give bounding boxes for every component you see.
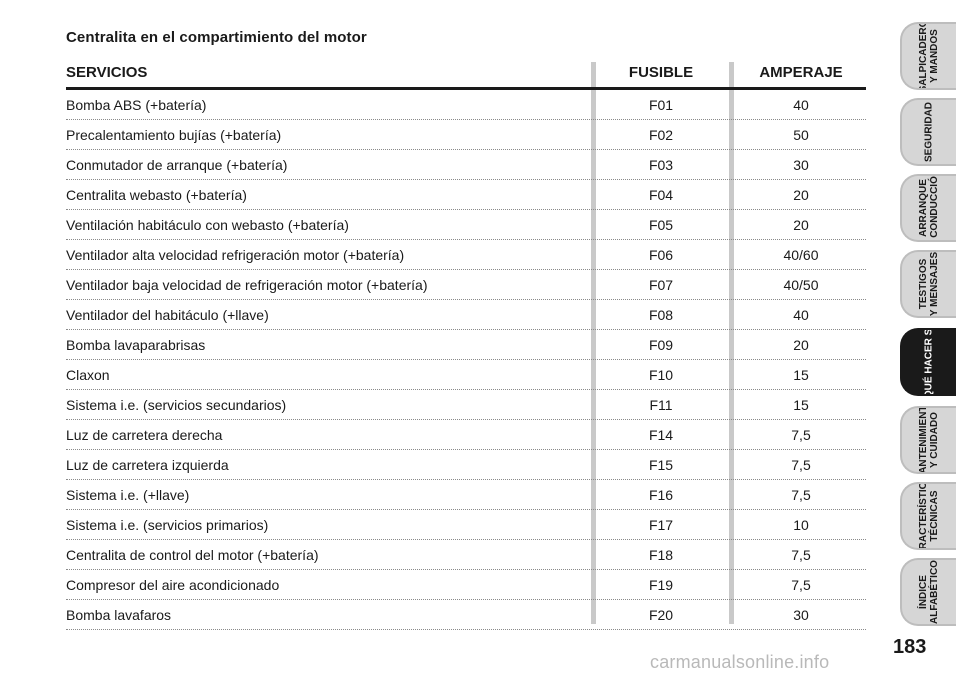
row-amperage: 10 xyxy=(793,517,809,533)
table-row: Claxon F10 15 xyxy=(66,360,866,390)
header-amperage: AMPERAJE xyxy=(759,64,843,81)
side-tab-label: QUÉ HACER SI xyxy=(923,328,935,396)
side-tab-label: MANTENIMIENTO Y CUIDADO xyxy=(918,406,940,474)
row-fuse: F20 xyxy=(648,607,674,623)
row-amperage: 7,5 xyxy=(791,577,811,593)
fuse-table: SERVICIOS FUSIBLE AMPERAJE Bomba ABS (+b… xyxy=(66,62,866,630)
table-row: Ventilador baja velocidad de refrigeraci… xyxy=(66,270,866,300)
row-fuse: F19 xyxy=(648,577,674,593)
row-fuse: F03 xyxy=(648,157,674,173)
section-title: Centralita en el compartimiento del moto… xyxy=(66,29,367,46)
row-fuse: F05 xyxy=(648,217,674,233)
watermark: carmanualsonline.info xyxy=(650,652,830,672)
row-fuse: F08 xyxy=(648,307,674,323)
side-tab[interactable]: SEGURIDAD xyxy=(900,98,956,166)
column-divider-fuse xyxy=(591,62,596,624)
table-row: Ventilador alta velocidad refrigeración … xyxy=(66,240,866,270)
side-tab-label: CARACTERÍSTICAS TÉCNICAS xyxy=(918,482,940,550)
row-amperage: 40 xyxy=(793,307,809,323)
row-fuse: F02 xyxy=(648,127,674,143)
row-amperage: 7,5 xyxy=(791,457,811,473)
table-row: Centralita de control del motor (+baterí… xyxy=(66,540,866,570)
row-service: Ventilador alta velocidad refrigeración … xyxy=(66,247,405,263)
row-fuse: F18 xyxy=(648,547,674,563)
row-fuse: F11 xyxy=(649,397,673,413)
row-fuse: F15 xyxy=(648,457,674,473)
table-row: Luz de carretera izquierda F15 7,5 xyxy=(66,450,866,480)
row-amperage: 20 xyxy=(793,187,809,203)
row-fuse: F09 xyxy=(648,337,674,353)
column-divider-amperage xyxy=(729,62,734,624)
row-amperage: 15 xyxy=(793,367,809,383)
row-amperage: 7,5 xyxy=(791,547,811,563)
side-tab[interactable]: TESTIGOS Y MENSAJES xyxy=(900,250,956,318)
table-row: Centralita webasto (+batería) F04 20 xyxy=(66,180,866,210)
row-amperage: 20 xyxy=(793,337,809,353)
side-tab-label: SALPICADERO Y MANDOS xyxy=(918,22,940,90)
row-fuse: F01 xyxy=(648,97,674,113)
side-tab-label: TESTIGOS Y MENSAJES xyxy=(918,251,940,317)
header-services: SERVICIOS xyxy=(66,64,148,81)
row-amperage: 30 xyxy=(793,157,809,173)
table-row: Conmutador de arranque (+batería) F03 30 xyxy=(66,150,866,180)
row-service: Sistema i.e. (+llave) xyxy=(66,487,190,503)
row-fuse: F06 xyxy=(648,247,674,263)
side-tab-label: SEGURIDAD xyxy=(923,101,935,163)
row-service: Luz de carretera izquierda xyxy=(66,457,229,473)
row-fuse: F07 xyxy=(648,277,674,293)
row-amperage: 20 xyxy=(793,217,809,233)
side-tab[interactable]: CARACTERÍSTICAS TÉCNICAS xyxy=(900,482,956,550)
side-tab-label: ARRANQUE Y CONDUCCIÓN xyxy=(918,174,940,238)
table-row: Precalentamiento bujías (+batería) F02 50 xyxy=(66,120,866,150)
row-service: Centralita de control del motor (+baterí… xyxy=(66,547,319,563)
side-tab[interactable]: MANTENIMIENTO Y CUIDADO xyxy=(900,406,956,474)
row-service: Sistema i.e. (servicios primarios) xyxy=(66,517,269,533)
table-body: Bomba ABS (+batería) F01 40 Precalentamient… xyxy=(66,90,866,630)
table-header: SERVICIOS FUSIBLE AMPERAJE xyxy=(66,62,866,90)
row-service: Bomba lavaparabrisas xyxy=(66,337,206,353)
row-amperage: 7,5 xyxy=(791,487,811,503)
row-fuse: F17 xyxy=(648,517,674,533)
side-tab-label: ÍNDICE ALFABÉTICO xyxy=(918,560,940,624)
table-row: Bomba lavaparabrisas F09 20 xyxy=(66,330,866,360)
header-fuse: FUSIBLE xyxy=(628,64,694,81)
row-fuse: F04 xyxy=(648,187,674,203)
row-amperage: 15 xyxy=(793,397,809,413)
row-service: Ventilador baja velocidad de refrigeraci… xyxy=(66,277,428,293)
row-service: Conmutador de arranque (+batería) xyxy=(66,157,288,173)
table-row: Sistema i.e. (servicios secundarios) F11 1… xyxy=(66,390,866,420)
row-service: Precalentamiento bujías (+batería) xyxy=(66,127,282,143)
table-row: Sistema i.e. (+llave) F16 7,5 xyxy=(66,480,866,510)
row-fuse: F10 xyxy=(648,367,674,383)
table-row: Bomba ABS (+batería) F01 40 xyxy=(66,90,866,120)
side-tab[interactable]: SALPICADERO Y MANDOS xyxy=(900,22,956,90)
table-row: Luz de carretera derecha F14 7,5 xyxy=(66,420,866,450)
table-row: Ventilador del habitáculo (+llave) F08 40 xyxy=(66,300,866,330)
row-service: Luz de carretera derecha xyxy=(66,427,223,443)
side-tab[interactable]: ARRANQUE Y CONDUCCIÓN xyxy=(900,174,956,242)
row-amperage: 40/60 xyxy=(783,247,819,263)
table-row: Ventilación habitáculo con webasto (+bat… xyxy=(66,210,866,240)
row-service: Ventilación habitáculo con webasto (+bat… xyxy=(66,217,349,233)
side-tab[interactable]: ÍNDICE ALFABÉTICO xyxy=(900,558,956,626)
side-tab[interactable]: QUÉ HACER SI xyxy=(900,328,956,396)
row-service: Bomba ABS (+batería) xyxy=(66,97,207,113)
row-amperage: 30 xyxy=(793,607,809,623)
table-row: Sistema i.e. (servicios primarios) F17 10 xyxy=(66,510,866,540)
row-service: Ventilador del habitáculo (+llave) xyxy=(66,307,269,323)
row-amperage: 40 xyxy=(793,97,809,113)
row-amperage: 40/50 xyxy=(783,277,819,293)
row-service: Centralita webasto (+batería) xyxy=(66,187,247,203)
table-row: Compresor del aire acondicionado F19 7,5 xyxy=(66,570,866,600)
row-service: Sistema i.e. (servicios secundarios) xyxy=(66,397,287,413)
row-amperage: 7,5 xyxy=(791,427,811,443)
table-row: Bomba lavafaros F20 30 xyxy=(66,600,866,630)
row-service: Claxon xyxy=(66,367,110,383)
row-amperage: 50 xyxy=(793,127,809,143)
page-number: 183 xyxy=(893,636,927,658)
row-fuse: F14 xyxy=(648,427,674,443)
row-service: Bomba lavafaros xyxy=(66,607,172,623)
row-service: Compresor del aire acondicionado xyxy=(66,577,280,593)
row-fuse: F16 xyxy=(648,487,674,503)
